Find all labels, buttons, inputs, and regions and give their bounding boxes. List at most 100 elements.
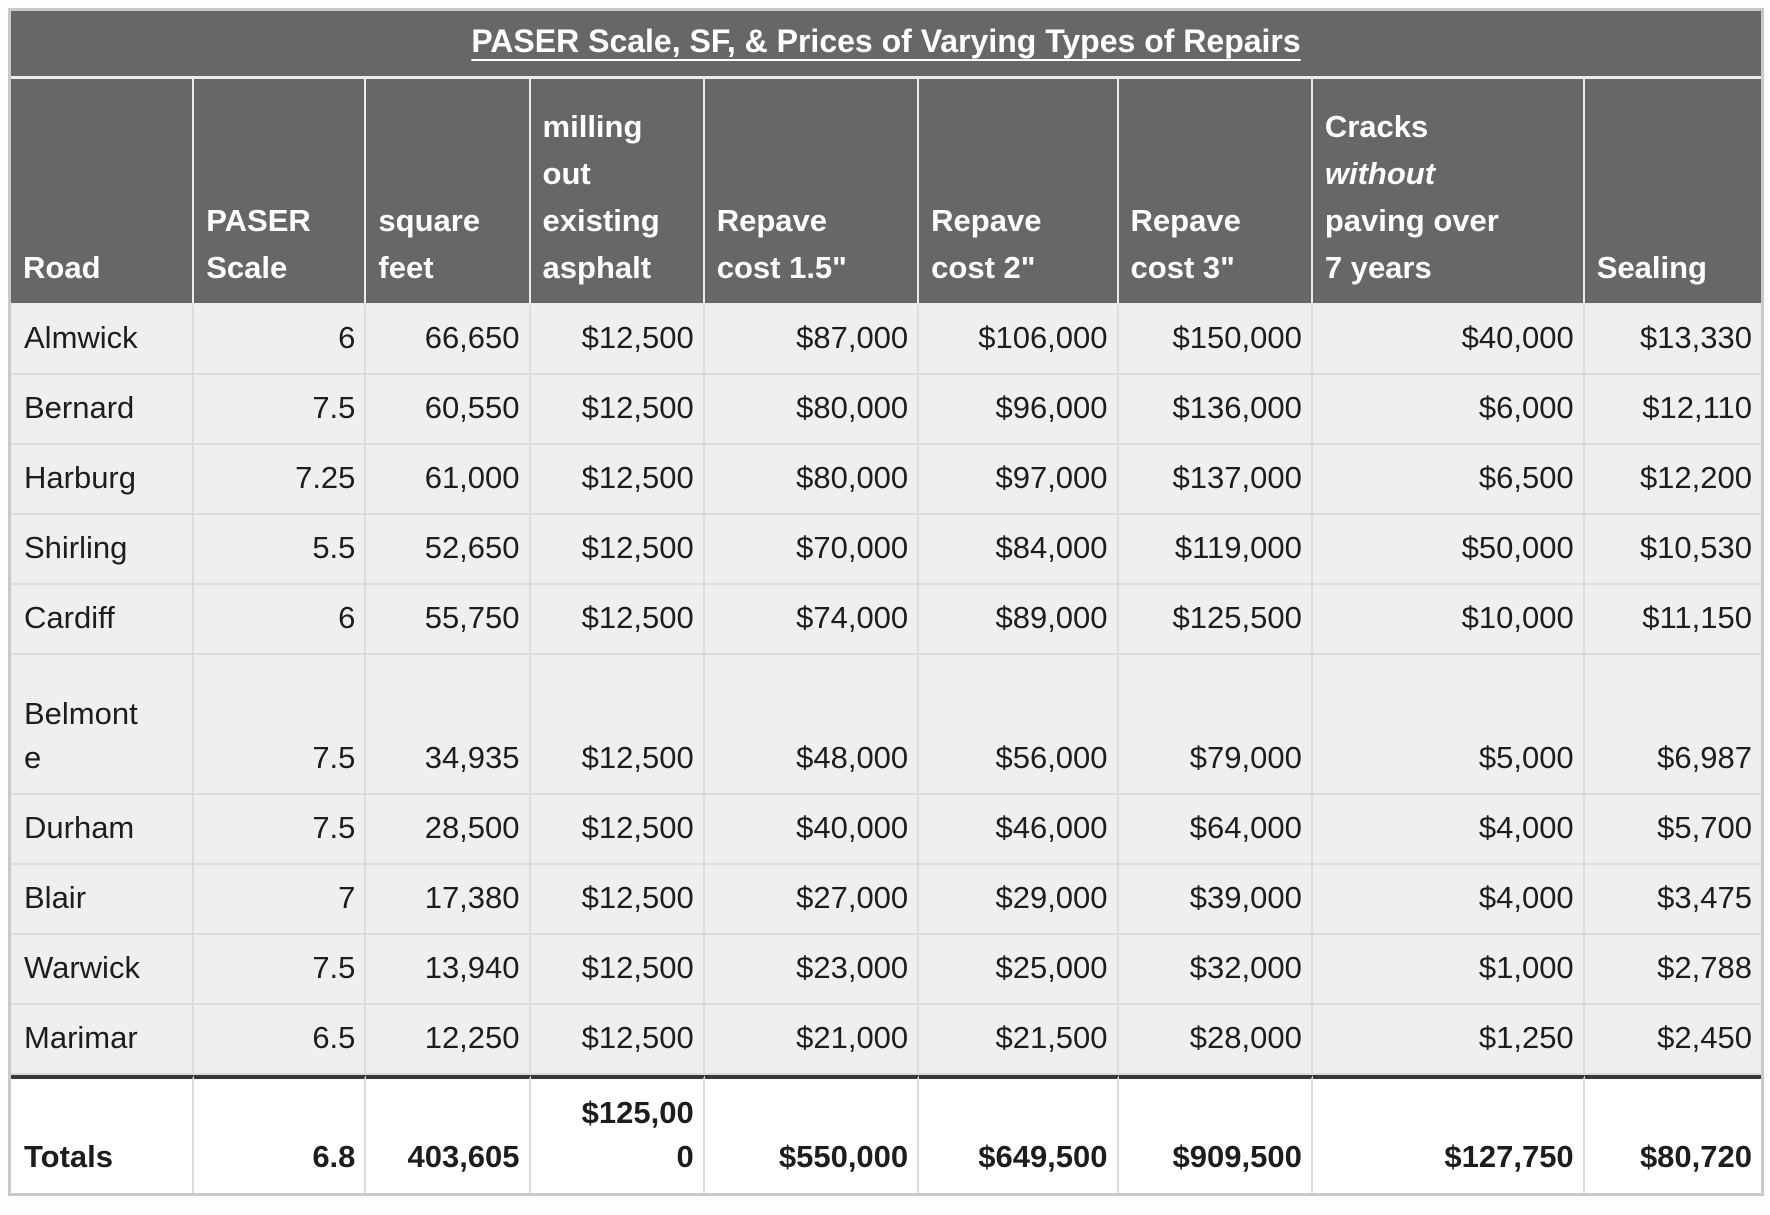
repave-2-cost-cell: $106,000 <box>919 305 1119 375</box>
repave-3-cost-cell: $125,500 <box>1118 585 1313 655</box>
repave-1-5-cost-cell: $23,000 <box>704 935 920 1005</box>
road-name-cell: Shirling <box>11 515 195 585</box>
repave-3-cost-cell: $39,000 <box>1118 865 1313 935</box>
column-header-milling: milling out existing asphalt <box>530 79 705 305</box>
repave-3-cost-cell: $150,000 <box>1118 305 1313 375</box>
repave-1-5-cost-cell: $80,000 <box>704 445 920 515</box>
repave-3-cost-cell: $137,000 <box>1118 445 1313 515</box>
totals-sealing-cell: $80,720 <box>1584 1075 1761 1193</box>
column-header-repave-1-5: Repave cost 1.5" <box>704 79 920 305</box>
cracks-cost-cell: $4,000 <box>1312 795 1585 865</box>
repave-3-cost-cell: $119,000 <box>1118 515 1313 585</box>
repave-3-cost-cell: $28,000 <box>1118 1005 1313 1075</box>
milling-cost-cell: $12,500 <box>530 445 705 515</box>
cracks-cost-cell: $4,000 <box>1312 865 1585 935</box>
repave-2-cost-cell: $46,000 <box>919 795 1119 865</box>
title-row: PASER Scale, SF, & Prices of Varying Typ… <box>11 11 1761 79</box>
paser-scale-cell: 6 <box>194 585 367 655</box>
repave-1-5-cost-cell: $27,000 <box>704 865 920 935</box>
table-row-cardiff: Cardiff 6 55,750 $12,500 $74,000 $89,000… <box>11 585 1761 655</box>
road-name-cell: Bernard <box>11 375 195 445</box>
square-feet-cell: 13,940 <box>366 935 531 1005</box>
totals-repave-2-cell: $649,500 <box>919 1075 1119 1193</box>
table-row-shirling: Shirling 5.5 52,650 $12,500 $70,000 $84,… <box>11 515 1761 585</box>
italic-word-without: without <box>1324 155 1436 191</box>
square-feet-cell: 12,250 <box>366 1005 531 1075</box>
cracks-cost-cell: $5,000 <box>1312 655 1585 795</box>
square-feet-cell: 55,750 <box>366 585 531 655</box>
repave-1-5-cost-cell: $70,000 <box>704 515 920 585</box>
column-header-square-feet: square feet <box>366 79 531 305</box>
square-feet-cell: 60,550 <box>366 375 531 445</box>
milling-cost-cell: $12,500 <box>530 585 705 655</box>
table-row-durham: Durham 7.5 28,500 $12,500 $40,000 $46,00… <box>11 795 1761 865</box>
totals-square-feet-cell: 403,605 <box>366 1075 531 1193</box>
sealing-cost-cell: $12,200 <box>1584 445 1761 515</box>
sealing-cost-cell: $11,150 <box>1584 585 1761 655</box>
sealing-cost-cell: $10,530 <box>1584 515 1761 585</box>
repave-2-cost-cell: $56,000 <box>919 655 1119 795</box>
square-feet-cell: 66,650 <box>366 305 531 375</box>
column-header-paser-scale: PASER Scale <box>194 79 367 305</box>
paser-scale-cell: 5.5 <box>194 515 367 585</box>
repave-1-5-cost-cell: $40,000 <box>704 795 920 865</box>
square-feet-cell: 17,380 <box>366 865 531 935</box>
square-feet-cell: 34,935 <box>366 655 531 795</box>
cracks-cost-cell: $50,000 <box>1312 515 1585 585</box>
table-title-text: PASER Scale, SF, & Prices of Varying Typ… <box>471 23 1301 59</box>
square-feet-cell: 61,000 <box>366 445 531 515</box>
table-row-blair: Blair 7 17,380 $12,500 $27,000 $29,000 $… <box>11 865 1761 935</box>
road-name-cell: Cardiff <box>11 585 195 655</box>
paser-scale-cell: 7.5 <box>194 375 367 445</box>
cracks-cost-cell: $1,250 <box>1312 1005 1585 1075</box>
repave-2-cost-cell: $25,000 <box>919 935 1119 1005</box>
totals-milling-cost-cell: $125,000 <box>530 1075 705 1193</box>
totals-label-cell: Totals <box>11 1075 195 1193</box>
totals-repave-3-cell: $909,500 <box>1118 1075 1313 1193</box>
square-feet-cell: 28,500 <box>366 795 531 865</box>
repave-3-cost-cell: $64,000 <box>1118 795 1313 865</box>
column-header-sealing: Sealing <box>1584 79 1761 305</box>
table-row-warwick: Warwick 7.5 13,940 $12,500 $23,000 $25,0… <box>11 935 1761 1005</box>
cracks-cost-cell: $40,000 <box>1312 305 1585 375</box>
table-row-almwick: Almwick 6 66,650 $12,500 $87,000 $106,00… <box>11 305 1761 375</box>
repave-1-5-cost-cell: $87,000 <box>704 305 920 375</box>
cracks-cost-cell: $10,000 <box>1312 585 1585 655</box>
repave-1-5-cost-cell: $21,000 <box>704 1005 920 1075</box>
repave-2-cost-cell: $97,000 <box>919 445 1119 515</box>
sealing-cost-cell: $5,700 <box>1584 795 1761 865</box>
paser-scale-cell: 7.5 <box>194 935 367 1005</box>
milling-cost-cell: $12,500 <box>530 375 705 445</box>
repave-2-cost-cell: $84,000 <box>919 515 1119 585</box>
repave-2-cost-cell: $29,000 <box>919 865 1119 935</box>
road-name-cell: Belmonte <box>11 655 195 795</box>
table-title: PASER Scale, SF, & Prices of Varying Typ… <box>11 11 1761 79</box>
sealing-cost-cell: $6,987 <box>1584 655 1761 795</box>
paser-scale-cell: 6.5 <box>194 1005 367 1075</box>
table-row-harburg: Harburg 7.25 61,000 $12,500 $80,000 $97,… <box>11 445 1761 515</box>
road-name-cell: Durham <box>11 795 195 865</box>
road-name-cell: Warwick <box>11 935 195 1005</box>
road-name-cell: Marimar <box>11 1005 195 1075</box>
paser-repair-cost-table: PASER Scale, SF, & Prices of Varying Typ… <box>8 8 1764 1196</box>
milling-cost-cell: $12,500 <box>530 515 705 585</box>
table-row-bernard: Bernard 7.5 60,550 $12,500 $80,000 $96,0… <box>11 375 1761 445</box>
square-feet-cell: 52,650 <box>366 515 531 585</box>
column-header-repave-2: Repave cost 2" <box>919 79 1119 305</box>
repave-3-cost-cell: $32,000 <box>1118 935 1313 1005</box>
road-name-cell: Almwick <box>11 305 195 375</box>
totals-repave-1-5-cell: $550,000 <box>704 1075 920 1193</box>
column-header-road: Road <box>11 79 195 305</box>
totals-paser-scale-cell: 6.8 <box>194 1075 367 1193</box>
milling-cost-cell: $12,500 <box>530 655 705 795</box>
cracks-cost-cell: $1,000 <box>1312 935 1585 1005</box>
repave-3-cost-cell: $136,000 <box>1118 375 1313 445</box>
paser-scale-cell: 7.25 <box>194 445 367 515</box>
repave-2-cost-cell: $21,500 <box>919 1005 1119 1075</box>
paser-scale-cell: 6 <box>194 305 367 375</box>
table-row-marimar: Marimar 6.5 12,250 $12,500 $21,000 $21,5… <box>11 1005 1761 1075</box>
road-name-cell: Blair <box>11 865 195 935</box>
totals-cracks-cell: $127,750 <box>1312 1075 1585 1193</box>
milling-cost-cell: $12,500 <box>530 795 705 865</box>
